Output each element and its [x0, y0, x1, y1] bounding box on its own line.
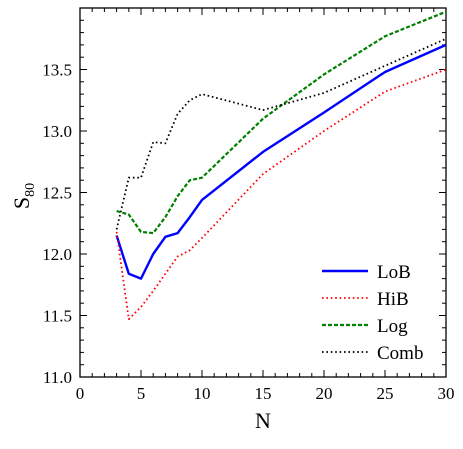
x-tick-label: 0 — [76, 384, 85, 403]
series-line-lob — [115, 43, 447, 280]
series-lines — [115, 10, 447, 321]
x-tick-label: 30 — [438, 384, 455, 403]
y-tick-label: 12.0 — [42, 245, 72, 264]
series-line-log — [116, 10, 447, 235]
legend-label-comb: Comb — [377, 343, 423, 364]
legend-label-hib: HiB — [377, 289, 409, 310]
x-tick-label: 10 — [194, 384, 211, 403]
y-axis-label-main: S — [9, 197, 34, 209]
y-tick-label: 11.0 — [43, 368, 72, 387]
y-tick-label: 13.0 — [42, 122, 72, 141]
y-axis-label-subscript: 80 — [23, 183, 38, 197]
y-tick-label: 13.5 — [42, 61, 72, 80]
x-tick-label: 25 — [377, 384, 394, 403]
y-tick-label: 12.5 — [42, 184, 72, 203]
series-line-hib — [115, 68, 447, 321]
legend-label-lob: LoB — [377, 262, 411, 283]
x-axis-label: N — [255, 408, 271, 433]
axis-tick-labels: 0 5 10 15 20 25 30 11.0 11.5 12.0 12.5 13.0 13.5 — [42, 61, 454, 404]
x-tick-label: 5 — [137, 384, 146, 403]
legend: LoB HiB Log Comb — [322, 262, 423, 364]
y-tick-label: 11.5 — [43, 307, 72, 326]
legend-label-log: Log — [377, 316, 408, 337]
x-tick-label: 20 — [316, 384, 333, 403]
y-axis-label: S80 — [9, 183, 38, 209]
x-tick-label: 15 — [255, 384, 272, 403]
